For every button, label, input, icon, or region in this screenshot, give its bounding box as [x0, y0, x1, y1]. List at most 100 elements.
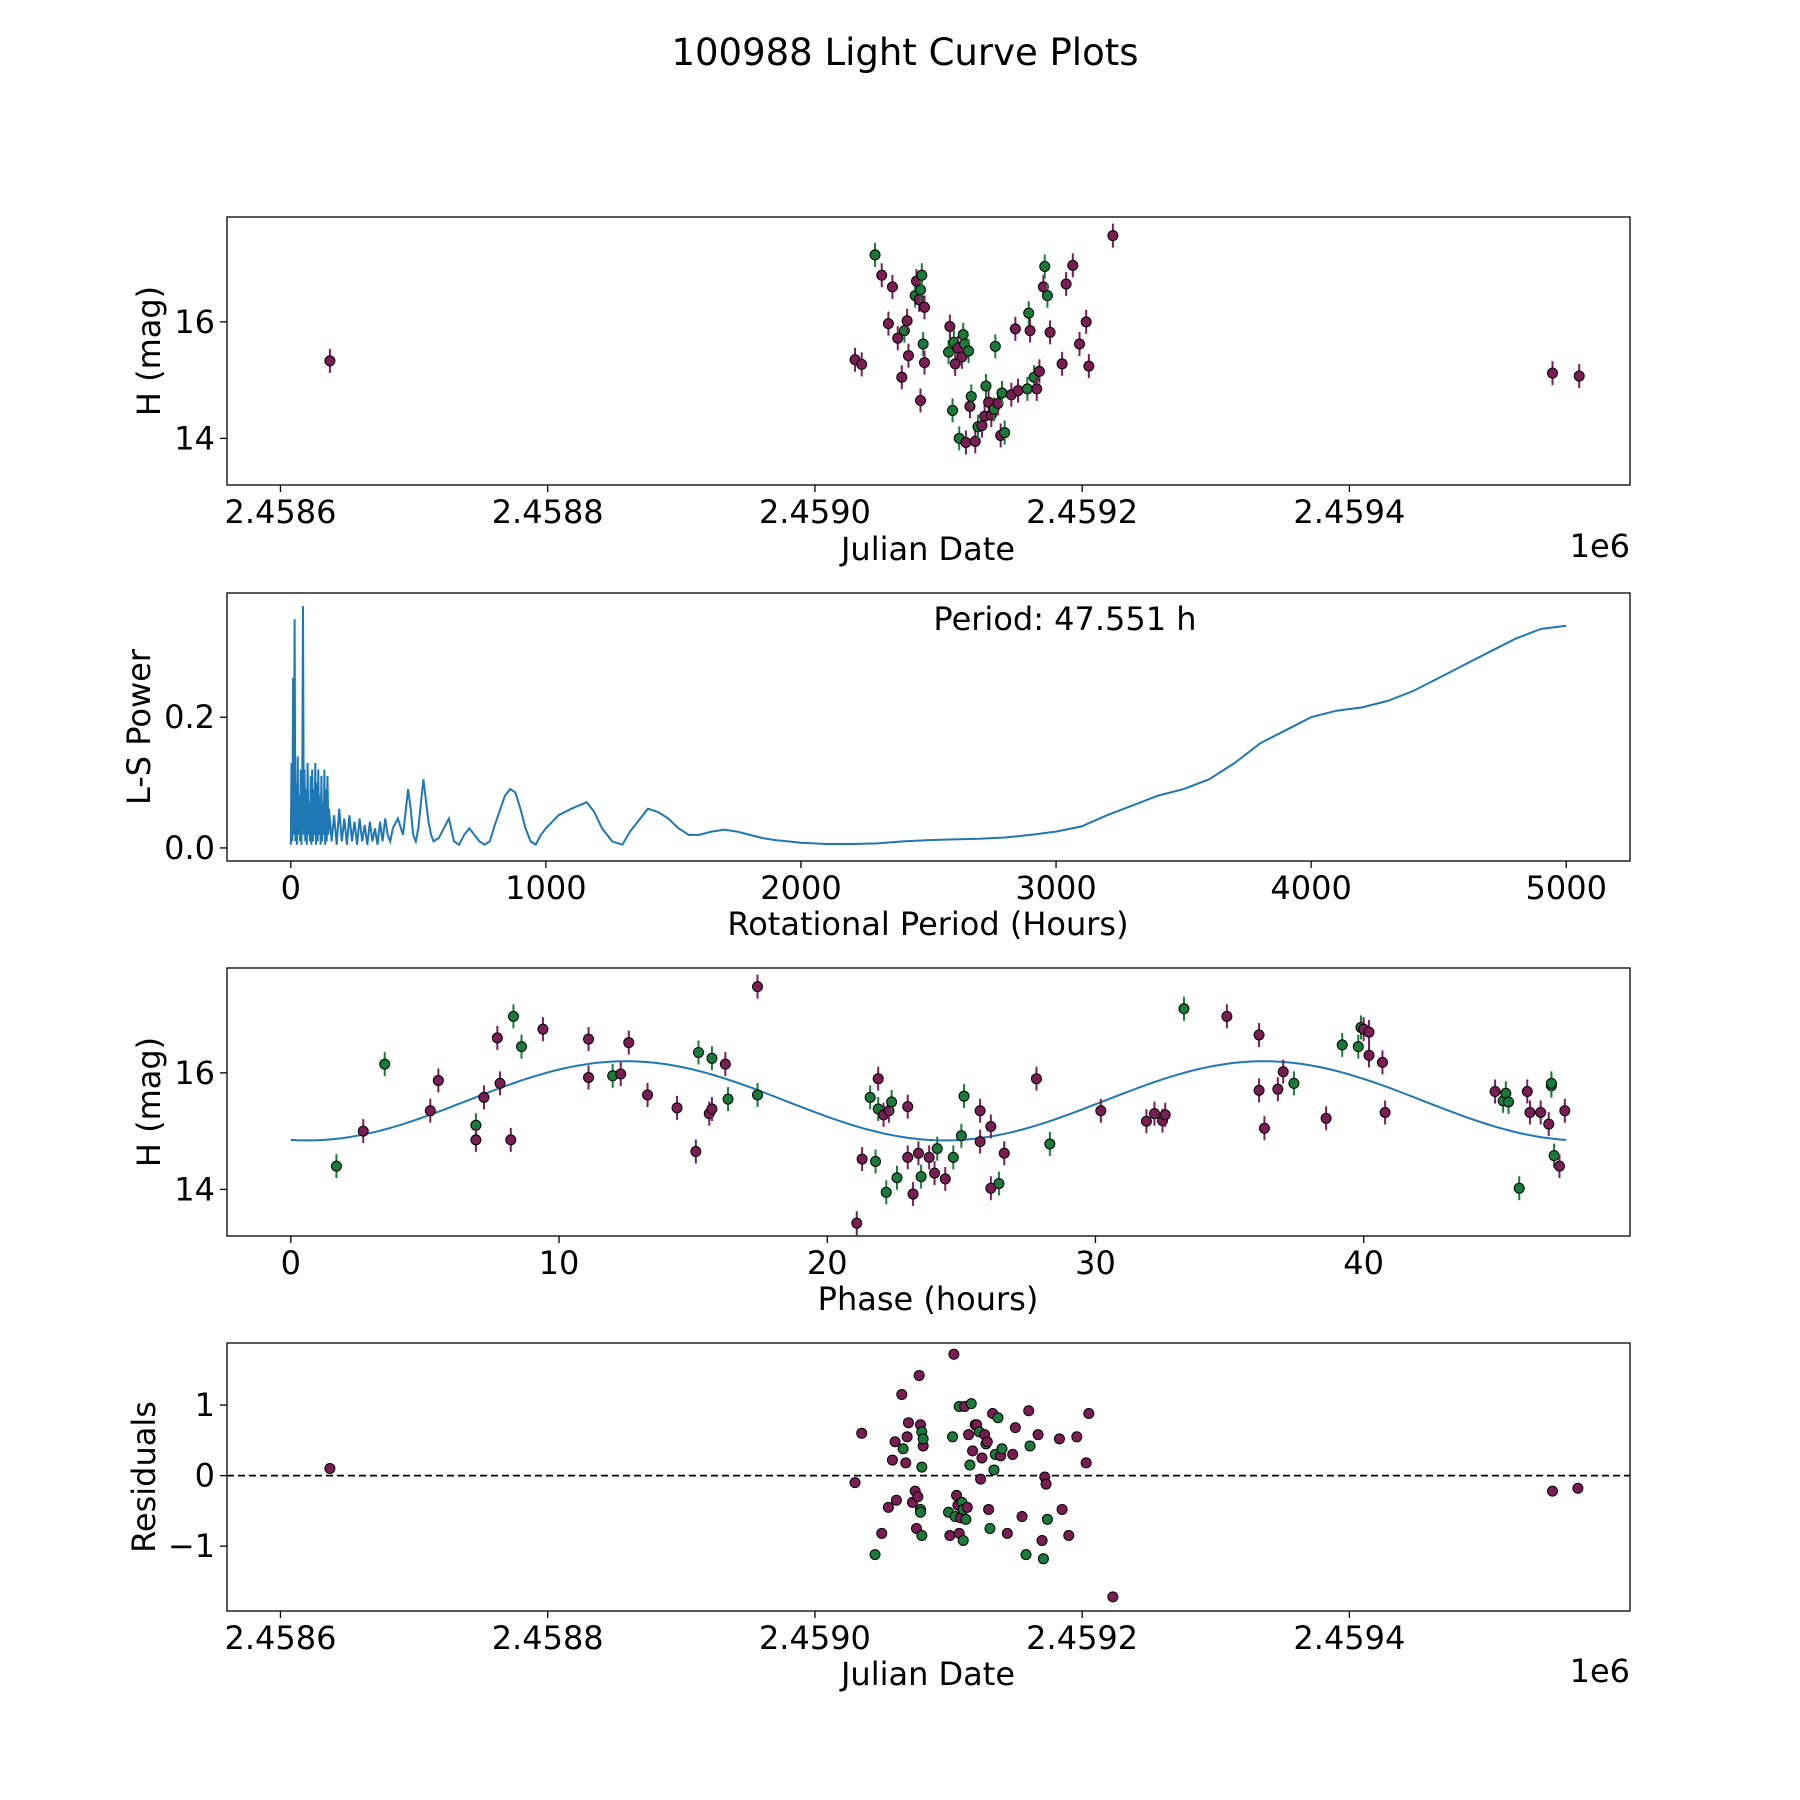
phase-data-point: [537, 1023, 549, 1035]
figure-title: 100988 Light Curve Plots: [671, 31, 1138, 74]
lc-data-point: [324, 355, 336, 367]
resid-data-point: [1016, 1510, 1028, 1522]
phase-data-point: [907, 1188, 919, 1200]
resid-data-point: [1056, 1503, 1068, 1515]
phase-data-point: [998, 1147, 1010, 1159]
ls-axes-frame: [226, 592, 1631, 862]
phase-data-point: [891, 1172, 903, 1184]
resid-data-point: [957, 1534, 969, 1546]
phase-data-point: [1489, 1086, 1501, 1098]
resid-data-point: [996, 1443, 1008, 1455]
phase-data-point: [1159, 1109, 1171, 1121]
lc-data-point: [1067, 259, 1079, 271]
resid-data-point: [1083, 1408, 1095, 1420]
lc-data-point: [1083, 360, 1095, 372]
phase-data-point: [505, 1134, 517, 1146]
phase-data-point: [872, 1073, 884, 1085]
ls-xtick-label: 3000: [1015, 869, 1096, 907]
phase-ytick-label: 16: [174, 1054, 215, 1092]
resid-data-point: [963, 1429, 975, 1441]
panel-light-curve: Julian Date H (mag) 1e6 2.4586 2.4588 2.45…: [130, 216, 1631, 568]
lc-data-point: [996, 387, 1008, 399]
phase-data-point: [1277, 1066, 1289, 1078]
phase-data-point: [1545, 1077, 1557, 1089]
resid-data-point: [976, 1452, 988, 1464]
resid-data-point: [1020, 1549, 1032, 1561]
lc-data-point: [989, 340, 1001, 352]
phase-data-point: [864, 1091, 876, 1103]
phase-xlabel: Phase (hours): [818, 1280, 1039, 1318]
phase-data-point: [1272, 1083, 1284, 1095]
lc-ytick-label: 14: [174, 419, 215, 457]
lc-xtick-label: 2.4590: [759, 493, 871, 531]
resid-xtick-label: 2.4586: [224, 1619, 336, 1657]
lc-data-point: [882, 318, 894, 330]
phase-data-point: [974, 1136, 986, 1148]
phase-data-point: [722, 1093, 734, 1105]
lc-axes-frame: [226, 216, 1631, 486]
panel-residuals: Julian Date Residuals 1e6 2.4586 2.4588 2.…: [125, 1342, 1631, 1693]
lc-data-point: [949, 358, 961, 370]
phase-data-point: [947, 1151, 959, 1163]
resid-data-point: [1007, 1448, 1019, 1460]
lc-data-point: [1080, 316, 1092, 328]
ls-annotation: Period: 47.551 h: [933, 600, 1196, 638]
phase-data-point: [1376, 1056, 1388, 1068]
phase-xtick-label: 20: [807, 1244, 848, 1282]
lc-data-point: [914, 395, 926, 407]
phase-data-point: [330, 1160, 342, 1172]
phase-data-point: [491, 1032, 503, 1044]
phase-data-point: [1513, 1182, 1525, 1194]
phase-data-point: [929, 1167, 941, 1179]
resid-xtick-label: 2.4588: [492, 1619, 604, 1657]
resid-plot-area: [227, 1348, 1630, 1603]
phase-data-point: [1535, 1106, 1547, 1118]
phase-data-point: [939, 1173, 951, 1185]
resid-data-point: [1032, 1429, 1044, 1441]
lc-ytick-label: 16: [174, 303, 215, 341]
resid-data-point: [964, 1459, 976, 1471]
phase-data-point: [1543, 1118, 1555, 1130]
phase-data-point: [1030, 1073, 1042, 1085]
lc-xlabel: Julian Date: [839, 530, 1015, 568]
ls-xtick-label: 1000: [505, 869, 586, 907]
lc-xtick-label: 2.4586: [224, 493, 336, 531]
phase-data-point: [955, 1130, 967, 1142]
resid-data-point: [324, 1463, 336, 1475]
lc-data-point: [918, 357, 930, 369]
ls-series-line: [289, 606, 1567, 847]
phase-ylabel: H (mag): [130, 1037, 168, 1167]
phase-data-point: [357, 1125, 369, 1137]
resid-data-point: [1023, 1405, 1035, 1417]
phase-data-point: [1553, 1160, 1565, 1172]
phase-data-point: [1148, 1108, 1160, 1120]
phase-data-point: [515, 1041, 527, 1053]
resid-data-point: [947, 1431, 959, 1443]
phase-data-point: [1178, 1003, 1190, 1015]
phase-data-point: [1221, 1010, 1233, 1022]
ls-xlabel: Rotational Period (Hours): [727, 905, 1128, 943]
phase-data-point: [985, 1120, 997, 1132]
resid-data-point: [896, 1388, 908, 1400]
lc-data-point: [1107, 230, 1119, 242]
resid-data-point: [983, 1503, 995, 1515]
phase-xtick-label: 0: [281, 1244, 301, 1282]
resid-ytick-label: 0: [195, 1457, 215, 1495]
ls-plot-area: [289, 606, 1567, 847]
lc-data-point: [918, 301, 930, 313]
phase-data-point: [706, 1103, 718, 1115]
resid-data-point: [916, 1530, 928, 1542]
phase-data-point: [1524, 1106, 1536, 1118]
phase-data-point: [1044, 1138, 1056, 1150]
resid-xlabel: Julian Date: [839, 1655, 1015, 1693]
resid-data-point: [1107, 1591, 1119, 1603]
resid-data-point: [981, 1436, 993, 1448]
phase-data-point: [886, 1096, 898, 1108]
phase-xtick-label: 10: [539, 1244, 580, 1282]
lc-data-point: [856, 358, 868, 370]
resid-data-point: [944, 1530, 956, 1542]
resid-data-point: [886, 1454, 898, 1466]
lc-data-point: [1573, 370, 1585, 382]
resid-data-point: [1036, 1534, 1048, 1546]
